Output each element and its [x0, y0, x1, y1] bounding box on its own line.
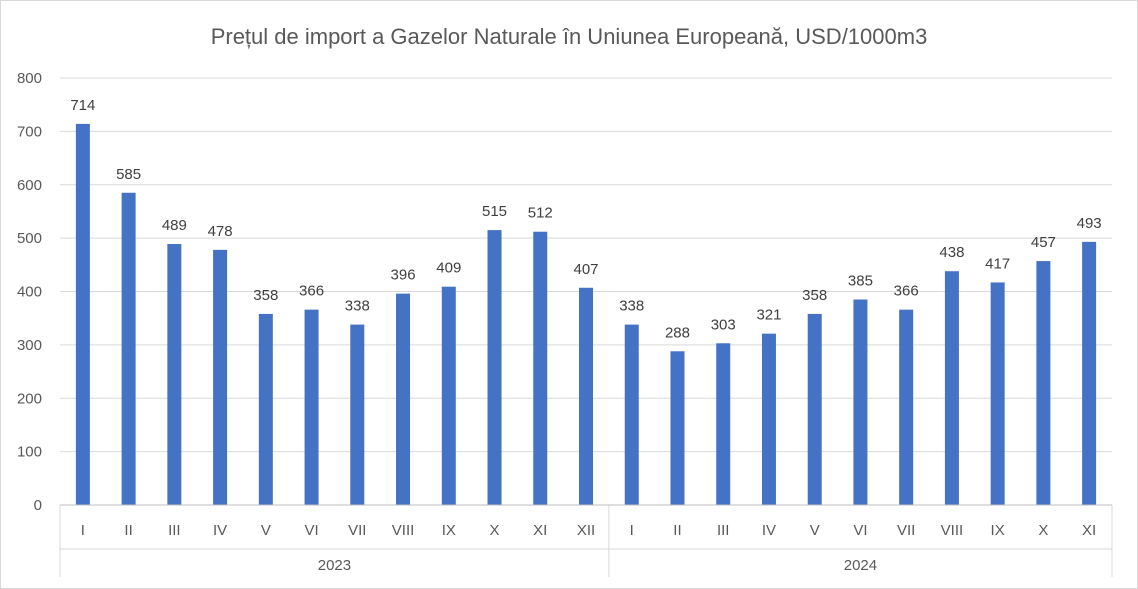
x-tick-label: XI	[533, 522, 547, 539]
x-tick-label: X	[1038, 522, 1048, 539]
bar	[944, 271, 959, 505]
x-tick-label: V	[810, 522, 820, 539]
x-tick-label: XI	[1082, 522, 1096, 539]
data-label: 438	[939, 244, 964, 261]
data-label: 288	[665, 324, 690, 341]
x-tick-label: IV	[213, 522, 227, 539]
bar	[853, 299, 868, 505]
data-label: 366	[299, 283, 324, 300]
bar	[761, 333, 776, 505]
bar	[579, 287, 593, 505]
data-label: 512	[528, 205, 553, 222]
bar	[167, 243, 182, 505]
data-label: 457	[1031, 234, 1056, 251]
bar	[441, 286, 456, 505]
x-tick-label: II	[673, 522, 681, 539]
bar	[533, 231, 548, 505]
x-tick-label: XII	[577, 522, 595, 539]
bar	[304, 309, 319, 505]
data-label: 303	[711, 316, 736, 333]
data-label: 489	[162, 217, 187, 234]
bar	[396, 293, 411, 505]
x-tick-label: III	[717, 522, 730, 539]
data-label: 338	[345, 298, 370, 315]
x-tick-label: IV	[762, 522, 776, 539]
x-tick-label: II	[124, 522, 132, 539]
bar	[807, 313, 822, 505]
y-tick-label: 500	[17, 230, 42, 247]
data-label: 478	[208, 223, 233, 240]
y-tick-label: 200	[17, 390, 42, 407]
y-tick-label: 100	[17, 444, 42, 461]
bar	[487, 230, 502, 505]
data-label: 515	[482, 203, 507, 220]
y-tick-label: 700	[17, 123, 42, 140]
x-tick-label: VII	[897, 522, 915, 539]
y-tick-label: 300	[17, 337, 42, 354]
data-label: 321	[756, 307, 781, 324]
y-tick-label: 400	[17, 284, 42, 301]
bar	[1036, 261, 1051, 505]
x-tick-label: VIII	[392, 522, 415, 539]
bar	[258, 313, 273, 505]
x-tick-label: VI	[853, 522, 867, 539]
data-label: 409	[436, 260, 461, 277]
data-label: 358	[253, 287, 278, 304]
x-tick-label: VI	[304, 522, 318, 539]
bar	[75, 123, 90, 505]
bar	[213, 249, 228, 505]
bar	[899, 309, 914, 505]
x-tick-label: VII	[348, 522, 366, 539]
y-tick-label: 0	[34, 497, 42, 514]
bar	[624, 324, 639, 505]
x-tick-label: V	[261, 522, 271, 539]
data-label: 358	[802, 287, 827, 304]
data-label: 385	[848, 273, 873, 290]
data-label: 417	[985, 255, 1010, 272]
group-label: 2023	[318, 557, 351, 574]
x-tick-label: VIII	[941, 522, 964, 539]
bar	[121, 192, 136, 505]
data-label: 585	[116, 166, 141, 183]
x-tick-label: IX	[442, 522, 456, 539]
x-tick-label: III	[168, 522, 181, 539]
data-label: 338	[619, 298, 644, 315]
x-tick-label: IX	[991, 522, 1005, 539]
bar	[716, 343, 731, 505]
bar	[990, 282, 1005, 505]
data-label: 493	[1077, 215, 1102, 232]
group-label: 2024	[844, 557, 877, 574]
bar	[350, 324, 365, 505]
data-label: 714	[70, 97, 95, 114]
bar	[670, 351, 685, 505]
data-label: 366	[894, 283, 919, 300]
bar	[1082, 241, 1097, 505]
y-tick-label: 600	[17, 177, 42, 194]
x-tick-label: X	[490, 522, 500, 539]
data-label: 396	[391, 267, 416, 284]
x-tick-label: I	[81, 522, 85, 539]
y-tick-label: 800	[17, 70, 42, 87]
x-tick-label: I	[630, 522, 634, 539]
data-label: 407	[573, 261, 598, 278]
chart-title: Prețul de import a Gazelor Naturale în U…	[211, 24, 928, 49]
